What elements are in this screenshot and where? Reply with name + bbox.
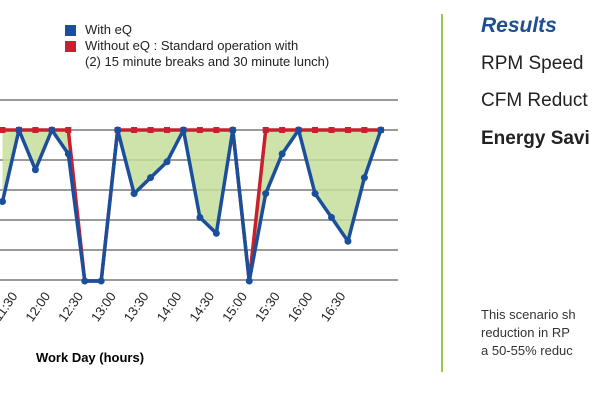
scenario-line-3: a 50-55% reduc — [481, 343, 573, 358]
data-point-without-eq — [213, 127, 220, 133]
x-tick-label: 12:30 — [55, 289, 86, 324]
x-tick-labels: 11:30 12:00 12:30 13:00 13:30 14:00 14:30 15:00… — [0, 289, 348, 324]
x-tick-label: 15:30 — [252, 289, 283, 324]
scenario-line-1: This scenario sh — [481, 307, 576, 322]
x-axis-label: Work Day (hours) — [36, 350, 144, 365]
results-title: Results — [481, 14, 557, 37]
data-point-with-eq — [328, 213, 335, 221]
data-point-without-eq — [131, 127, 138, 133]
x-tick-label: 16:00 — [285, 289, 316, 324]
legend-label-without-eq-line2: (2) 15 minute breaks and 30 minute lunch… — [85, 54, 330, 69]
legend-swatch-with-eq — [65, 25, 76, 36]
data-point-with-eq — [31, 166, 39, 174]
x-tick-label: 16:30 — [318, 289, 349, 324]
data-point-without-eq — [65, 127, 72, 133]
data-point-with-eq — [147, 174, 155, 182]
data-point-without-eq — [32, 127, 39, 133]
results-rpm: RPM Speed — [481, 53, 584, 74]
data-point-without-eq — [312, 127, 319, 133]
chart-legend: With eQ Without eQ : Standard operation … — [65, 22, 329, 70]
data-point-without-eq — [344, 127, 351, 133]
data-point-without-eq — [147, 127, 154, 133]
data-point-with-eq — [81, 277, 89, 285]
legend-item-without-eq: Without eQ : Standard operation with (2)… — [65, 38, 329, 70]
results-energy: Energy Savi — [481, 128, 590, 149]
data-point-with-eq — [15, 126, 23, 134]
savings-fill-areas — [2, 130, 381, 281]
x-tick-label: 11:30 — [0, 289, 20, 323]
data-point-without-eq — [0, 127, 6, 133]
legend-label-with-eq: With eQ — [85, 22, 132, 37]
data-point-with-eq — [163, 158, 171, 166]
data-point-without-eq — [164, 127, 170, 133]
data-point-with-eq — [48, 126, 56, 134]
data-point-with-eq — [212, 229, 220, 237]
data-point-with-eq — [229, 126, 237, 134]
data-point-with-eq — [130, 190, 138, 198]
panel-divider — [441, 14, 443, 372]
data-point-with-eq — [245, 277, 253, 285]
legend-swatch-without-eq — [65, 41, 76, 52]
series-lines — [0, 126, 385, 285]
scenario-text: This scenario sh reduction in RP a 50-55… — [481, 306, 576, 360]
x-tick-label: 13:00 — [88, 289, 119, 324]
legend-label-without-eq: Without eQ : Standard operation with — [85, 38, 299, 53]
data-point-with-eq — [179, 126, 187, 134]
savings-line-chart: 11:30 12:00 12:30 13:00 13:30 14:00 14:30 15:00… — [0, 99, 398, 365]
data-point-with-eq — [377, 126, 385, 134]
data-point-without-eq — [279, 127, 286, 133]
data-point-with-eq — [295, 126, 303, 134]
data-point-with-eq — [64, 150, 72, 158]
series-line-with-eq — [0, 128, 383, 283]
data-point-with-eq — [360, 174, 368, 182]
x-tick-label: 12:00 — [22, 289, 53, 324]
x-tick-label: 14:30 — [186, 289, 217, 324]
data-point-without-eq — [196, 127, 203, 133]
scenario-line-2: reduction in RP — [481, 325, 570, 340]
savings-area — [2, 130, 381, 281]
data-point-with-eq — [0, 198, 6, 206]
data-point-without-eq — [262, 127, 269, 133]
data-point-with-eq — [196, 213, 204, 221]
data-point-without-eq — [328, 127, 335, 133]
data-point-with-eq — [344, 237, 352, 245]
data-point-with-eq — [97, 277, 105, 285]
data-point-with-eq — [114, 126, 122, 134]
data-point-without-eq — [361, 127, 368, 133]
data-point-with-eq — [262, 190, 270, 198]
data-point-with-eq — [311, 190, 319, 198]
results-cfm: CFM Reduct — [481, 90, 588, 111]
data-point-with-eq — [278, 150, 286, 158]
x-tick-label: 13:30 — [121, 289, 152, 324]
legend-item-with-eq: With eQ — [65, 22, 329, 38]
x-tick-label: 14:00 — [154, 289, 185, 324]
x-tick-label: 15:00 — [219, 289, 250, 324]
